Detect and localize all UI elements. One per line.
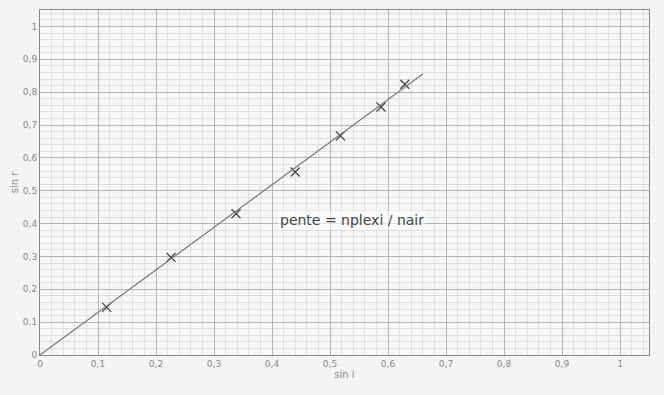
svg-text:0,5: 0,5 <box>323 359 337 369</box>
svg-text:0,3: 0,3 <box>207 359 221 369</box>
svg-text:pente = nplexi / nair: pente = nplexi / nair <box>280 212 424 228</box>
svg-text:0,7: 0,7 <box>23 120 37 130</box>
svg-text:0,9: 0,9 <box>23 54 38 64</box>
svg-text:0,6: 0,6 <box>381 359 396 369</box>
svg-text:0,7: 0,7 <box>439 359 453 369</box>
svg-text:0,2: 0,2 <box>23 284 37 294</box>
svg-text:0: 0 <box>37 359 43 369</box>
svg-text:1: 1 <box>617 359 623 369</box>
svg-text:0,4: 0,4 <box>23 219 38 229</box>
svg-text:0,4: 0,4 <box>265 359 280 369</box>
svg-text:0,1: 0,1 <box>23 317 37 327</box>
svg-text:0,5: 0,5 <box>23 186 37 196</box>
svg-text:0,1: 0,1 <box>91 359 105 369</box>
svg-text:0,3: 0,3 <box>23 252 37 262</box>
svg-text:0,6: 0,6 <box>23 153 38 163</box>
svg-text:0,8: 0,8 <box>23 87 38 97</box>
svg-text:sin r: sin r <box>9 171 20 194</box>
svg-text:0: 0 <box>31 350 37 360</box>
svg-text:0,2: 0,2 <box>149 359 163 369</box>
svg-text:sin i: sin i <box>334 369 354 380</box>
svg-text:1: 1 <box>31 22 37 32</box>
svg-text:0,8: 0,8 <box>497 359 512 369</box>
svg-text:0,9: 0,9 <box>555 359 570 369</box>
